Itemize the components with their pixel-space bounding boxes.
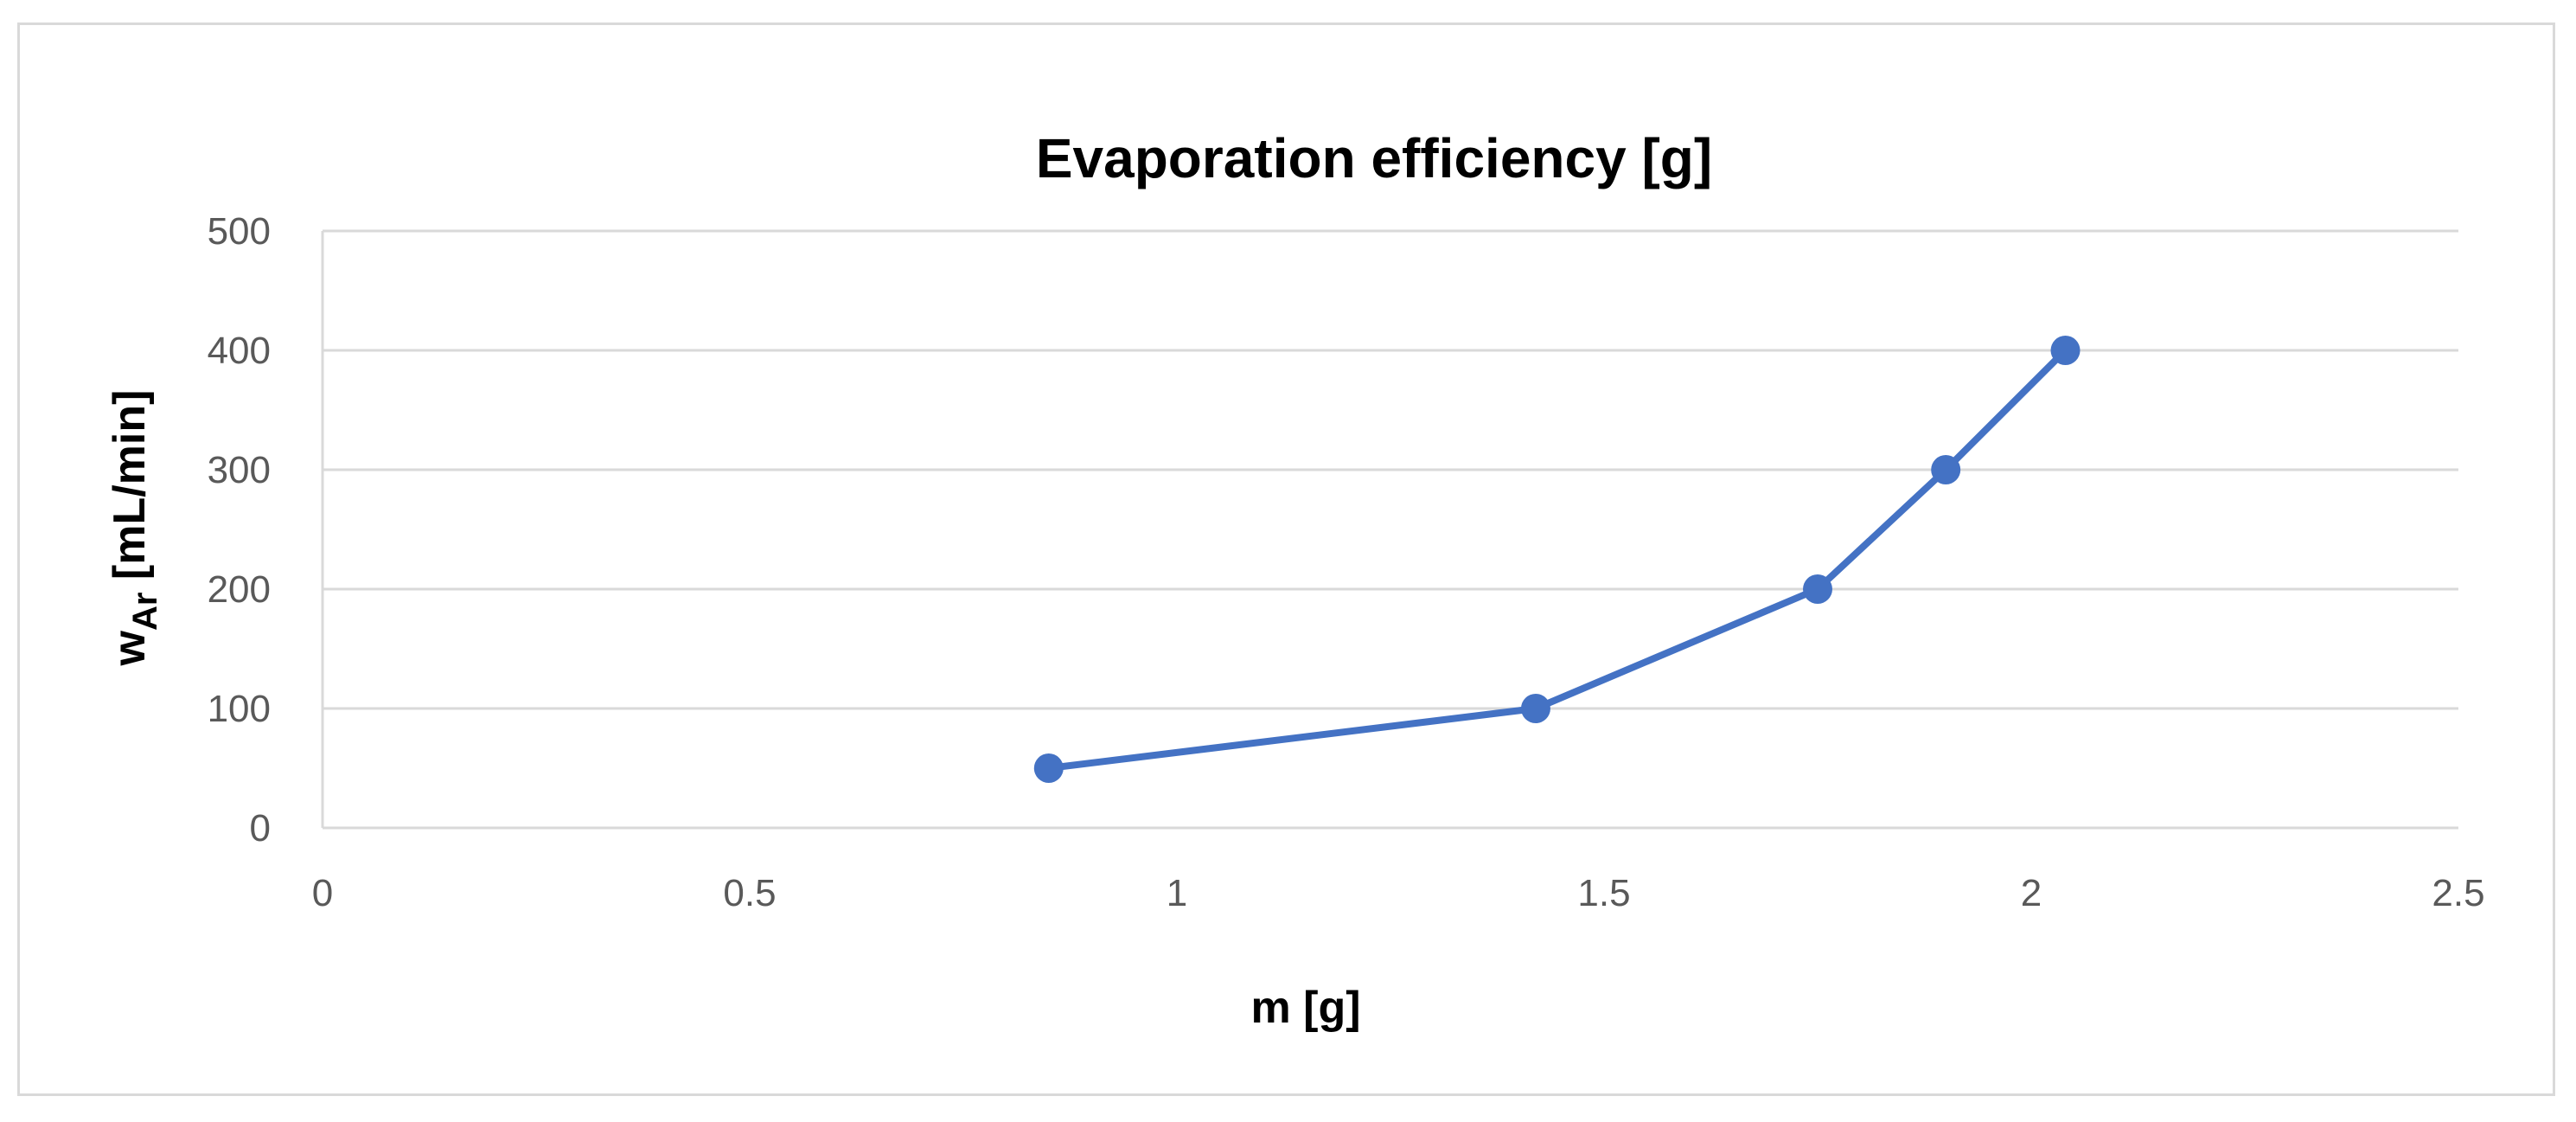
- series-line: [1045, 347, 2069, 772]
- x-axis-title: m [g]: [1250, 983, 1360, 1033]
- y-tick-label: 500: [208, 210, 271, 253]
- y-tick-label: 400: [208, 330, 271, 372]
- x-axis-tick-labels: 0 0.5 1 1.5 2 2.5: [312, 872, 2485, 914]
- x-tick-label: 0: [312, 872, 333, 914]
- x-tick-label: 1: [1167, 872, 1187, 914]
- x-tick-label: 2: [2021, 872, 2042, 914]
- gridlines: [321, 229, 2458, 830]
- data-point: [1033, 753, 1064, 783]
- data-point: [1520, 694, 1550, 723]
- y-axis-tick-labels: 0 100 200 300 400 500: [208, 210, 271, 850]
- y-axis-title-unit: [mL/min]: [105, 390, 155, 593]
- y-tick-label: 300: [208, 449, 271, 491]
- y-axis-title: wAr [mL/min]: [105, 390, 164, 667]
- y-axis-title-main: w: [105, 630, 155, 666]
- x-tick-label: 0.5: [723, 872, 776, 914]
- series-line-group: [1045, 347, 2069, 772]
- data-point: [2050, 336, 2081, 365]
- data-point: [1931, 455, 1961, 484]
- x-tick-label: 1.5: [1577, 872, 1630, 914]
- x-tick-label: 2.5: [2432, 872, 2484, 914]
- data-points: [1033, 336, 2081, 783]
- y-tick-label: 100: [208, 688, 271, 730]
- chart-title: Evaporation efficiency [g]: [1036, 127, 1712, 189]
- data-point: [1803, 574, 1832, 604]
- chart-frame: [17, 22, 2555, 1096]
- y-axis-title-subscript: Ar: [126, 593, 164, 631]
- y-tick-label: 200: [208, 568, 271, 611]
- y-tick-label: 0: [250, 807, 271, 850]
